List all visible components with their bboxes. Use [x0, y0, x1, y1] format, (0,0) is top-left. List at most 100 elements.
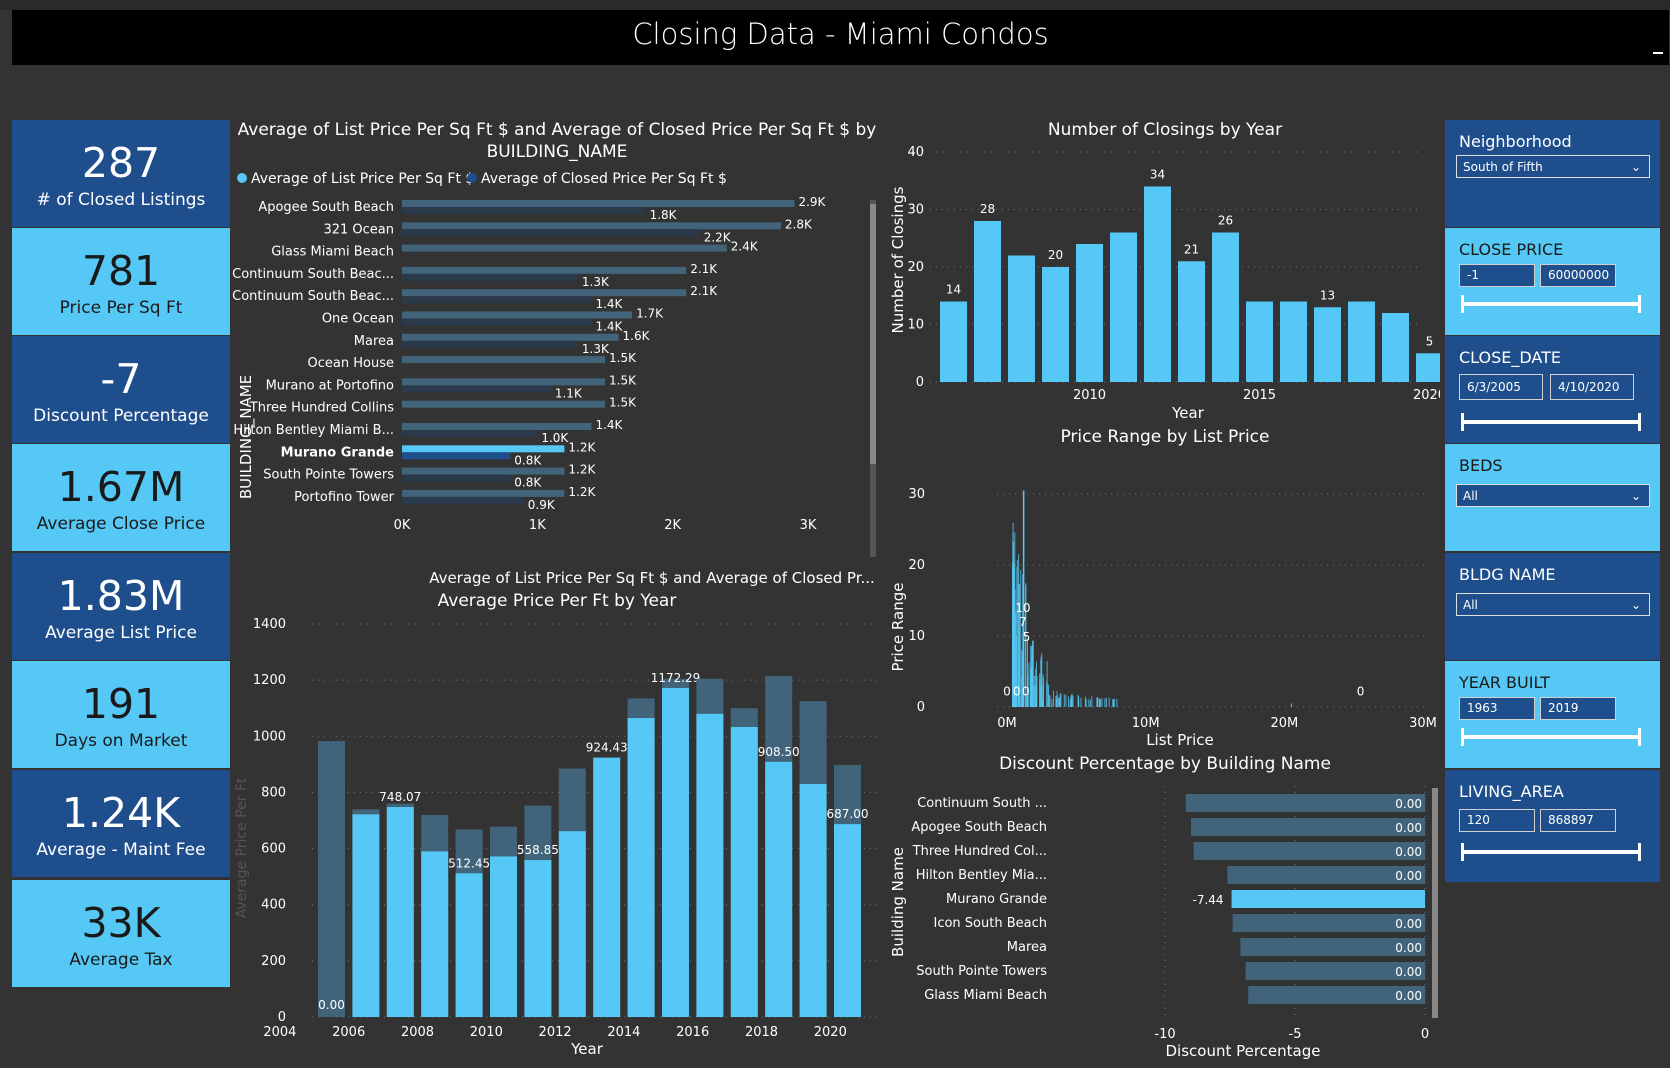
bar-avg-price — [421, 851, 449, 1017]
x-axis-title: Year — [570, 1040, 604, 1058]
y-tick-label: 20 — [908, 558, 925, 573]
y-tick-label: 10 — [907, 318, 924, 333]
bar-list-price — [402, 489, 565, 497]
y-tick-label: 30 — [907, 203, 924, 218]
y-tick-label: 1000 — [253, 729, 286, 744]
data-label-closed: 1.0K — [541, 431, 569, 445]
legend-label-closed: Average of Closed Price Per Sq Ft $ — [481, 171, 727, 187]
bar-avg-price — [455, 873, 483, 1017]
bar-closings — [1314, 307, 1341, 382]
year-built-max-input[interactable]: 2019 — [1540, 697, 1616, 720]
x-tick-label: 2018 — [745, 1025, 778, 1040]
beds-dropdown[interactable]: All ⌄ — [1456, 484, 1650, 507]
x-tick-label: 20M — [1270, 716, 1298, 731]
scrollbar-thumb[interactable] — [1432, 788, 1438, 1018]
kpi-average-list-price: 1.83M Average List Price — [12, 553, 230, 660]
close-price-min-input[interactable]: -1 — [1459, 264, 1535, 287]
data-label: 687.00 — [827, 807, 869, 821]
slicer-beds: BEDS All ⌄ — [1445, 444, 1660, 551]
y-category-label: Hilton Bentley Mia... — [916, 868, 1047, 883]
close-price-slider[interactable] — [1461, 295, 1641, 313]
bar-closed-price — [402, 318, 592, 326]
bar-list-price — [402, 222, 781, 230]
slicer-title: YEAR BUILT — [1459, 673, 1550, 692]
y-tick-label: 0 — [917, 700, 925, 715]
scrollbar-thumb[interactable] — [870, 204, 876, 464]
slicer-title: BEDS — [1459, 456, 1503, 475]
bar-list-price — [402, 311, 633, 319]
data-label: 0.00 — [1395, 797, 1422, 811]
x-tick-label: 2006 — [332, 1025, 365, 1040]
y-category-label: Three Hundred Collins — [249, 401, 394, 416]
bar-list-price — [402, 400, 605, 408]
y-category-label: Glass Miami Beach — [271, 245, 394, 260]
kpi-value: 287 — [81, 139, 161, 187]
bar-avg-price — [765, 761, 793, 1017]
y-category-label: South Pointe Towers — [263, 468, 394, 483]
data-label-list: 2.8K — [785, 217, 813, 231]
data-label-closed: 1.3K — [582, 275, 610, 289]
bar-closed-price — [402, 296, 592, 304]
y-category-label: 321 Ocean — [323, 222, 394, 237]
minimize-icon[interactable] — [1653, 52, 1663, 54]
data-label-closed: 1.8K — [650, 208, 678, 222]
data-label: 20 — [1048, 248, 1063, 262]
bar-avg-price — [490, 856, 517, 1017]
data-label-list: 1.2K — [568, 485, 596, 499]
year-built-slider[interactable] — [1461, 728, 1641, 746]
x-axis-title: Average of List Price Per Sq Ft $ and Av… — [429, 569, 875, 587]
bar-discount — [1232, 914, 1425, 932]
bar-closings — [1280, 301, 1307, 382]
living-area-slider[interactable] — [1461, 843, 1641, 861]
bar-discount — [1227, 866, 1425, 884]
bar-avg-price — [799, 784, 827, 1017]
chart-title: Discount Percentage by Building Name — [999, 754, 1331, 774]
year-built-min-input[interactable]: 1963 — [1459, 697, 1535, 720]
data-label: 28 — [980, 202, 995, 216]
data-label-closed: 1.4K — [595, 320, 623, 334]
kpi-value: 191 — [81, 680, 161, 728]
neighborhood-dropdown[interactable]: South of Fifth ⌄ — [1456, 155, 1650, 178]
y-category-label: Icon South Beach — [934, 916, 1048, 931]
bar-closed-price — [402, 496, 524, 504]
bar-avg-price — [662, 688, 689, 1017]
chevron-down-icon: ⌄ — [1630, 598, 1641, 612]
bar-closings — [1076, 244, 1103, 382]
bar-discount — [1231, 890, 1425, 908]
y-category-label: Portofino Tower — [294, 490, 395, 505]
bar-closed-price — [402, 430, 538, 437]
close-date-slider[interactable] — [1461, 413, 1641, 431]
data-label-closed: 0.9K — [528, 498, 556, 512]
data-label: 5 — [1426, 334, 1434, 348]
close-date-end-input[interactable]: 4/10/2020 — [1550, 374, 1634, 400]
data-label-list: 2.1K — [690, 284, 718, 298]
slicer-title: Neighborhood — [1459, 132, 1572, 151]
data-label-list: 1.6K — [623, 329, 651, 343]
data-label-closed: 1.4K — [595, 297, 623, 311]
kpi-label: # of Closed Listings — [36, 190, 206, 210]
bar-list-price — [402, 467, 565, 475]
bldg-name-dropdown[interactable]: All ⌄ — [1456, 593, 1650, 616]
kpi-label: Average - Maint Fee — [36, 840, 206, 860]
data-label: 0 — [1003, 685, 1011, 699]
y-category-label: Apogee South Beach — [258, 200, 394, 215]
close-price-max-input[interactable]: 60000000 — [1540, 264, 1616, 287]
data-label: 558.85 — [517, 843, 559, 857]
bar-discount — [1191, 818, 1425, 836]
kpi-value: 781 — [81, 247, 161, 295]
x-tick-label: 2K — [664, 518, 681, 533]
bar-closings — [1212, 232, 1239, 382]
kpi-value: 1.67M — [57, 463, 185, 511]
living-area-max-input[interactable]: 868897 — [1540, 809, 1616, 832]
close-date-start-input[interactable]: 6/3/2005 — [1459, 374, 1543, 400]
bar-closings — [1178, 261, 1205, 382]
data-label: 0.00 — [1395, 845, 1422, 859]
living-area-min-input[interactable]: 120 — [1459, 809, 1535, 832]
bar-closings — [1416, 353, 1440, 382]
data-label: 14 — [946, 283, 961, 297]
legend-marker-closed — [467, 173, 477, 183]
chart-price-per-sqft-by-building: Average of List Price Per Sq Ft $ and Av… — [232, 120, 876, 587]
data-label: 5 — [1023, 630, 1031, 644]
y-axis-title: BUILDING_NAME — [237, 375, 256, 499]
x-tick-label: 30M — [1409, 716, 1437, 731]
